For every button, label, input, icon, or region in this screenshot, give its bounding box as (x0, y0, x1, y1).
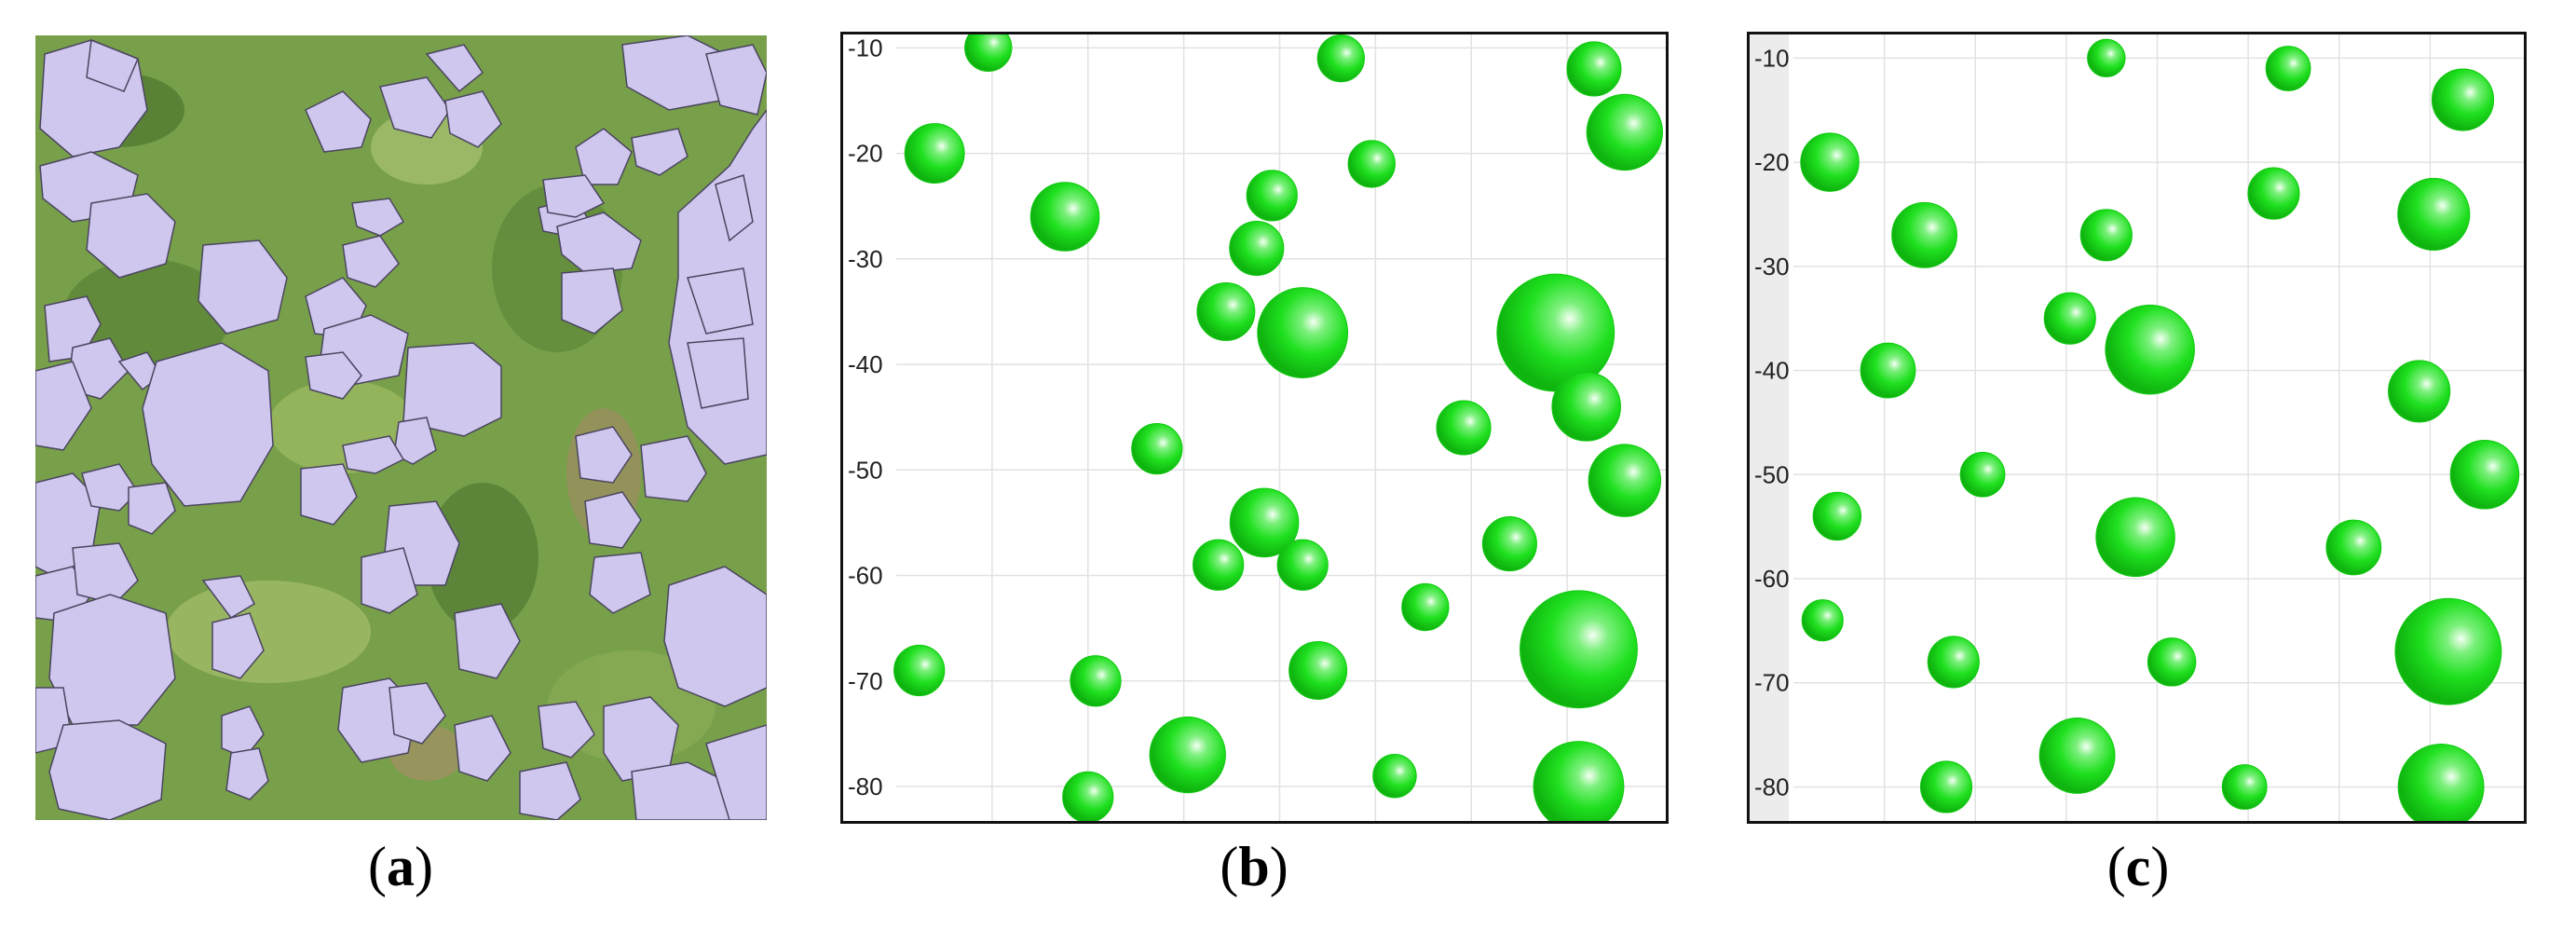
plot-background (1747, 32, 2527, 824)
axis-strip (1747, 32, 1789, 824)
crown-sphere (1801, 599, 1844, 642)
y-tick-label: -30 (1754, 253, 1790, 280)
crown-sphere (2038, 718, 2116, 794)
y-tick-label: -40 (1754, 357, 1790, 385)
crown-sphere (2397, 744, 2485, 824)
crown-sphere (2325, 519, 2382, 576)
sphere-series (893, 32, 1664, 824)
crown-sphere (1586, 93, 1664, 171)
crown-sphere (2397, 177, 2471, 252)
crown-sphere (1551, 372, 1621, 442)
crown-sphere (1246, 170, 1298, 222)
crown-sphere (1257, 287, 1349, 378)
y-tick-label: -10 (848, 34, 883, 62)
crown-sphere (2431, 68, 2495, 131)
y-tick-label: -70 (848, 667, 883, 695)
crown-sphere (1316, 34, 1366, 83)
y-tick-label: -60 (848, 562, 883, 590)
crown-sphere (1229, 487, 1300, 558)
crown-sphere (1062, 771, 1114, 823)
crown-sphere (2147, 637, 2197, 687)
y-tick-label: -30 (848, 245, 883, 273)
caption-a: (a) (368, 836, 433, 897)
plot-frame (1747, 32, 2527, 824)
crown-sphere (964, 32, 1013, 72)
y-tick-label: -80 (848, 773, 883, 800)
crown-sphere (1566, 41, 1622, 97)
y-tick-label: -10 (1754, 44, 1790, 72)
crown-sphere (2095, 497, 2175, 578)
crown-sphere (1812, 491, 1862, 541)
crown-sphere (1131, 423, 1183, 475)
crown-sphere (2265, 46, 2311, 91)
y-tick-label: -60 (1754, 565, 1790, 593)
crown-sphere (2388, 360, 2451, 423)
tree-crown-polygons (35, 35, 767, 820)
y-tick-label: -50 (1754, 460, 1790, 488)
crown-sphere (1588, 444, 1662, 517)
y-tick-label: -40 (848, 350, 883, 378)
crown-sphere (1860, 342, 1916, 399)
sphere-fit-plot-b: -10 -20 -30 -40 -50 -60 -70 -80 (840, 32, 1669, 824)
crown-sphere (2079, 209, 2133, 262)
crown-sphere (2043, 292, 2096, 345)
crown-sphere (1029, 182, 1100, 252)
crown-sphere (1276, 539, 1329, 591)
crown-sphere (1070, 655, 1122, 707)
plot-background (840, 32, 1669, 824)
y-tick-label: -80 (1754, 773, 1790, 800)
caption-c: (c) (2106, 836, 2170, 897)
crown-sphere (1193, 539, 1245, 591)
y-tick-label: -20 (1754, 148, 1790, 176)
crown-sphere (1533, 741, 1625, 824)
crown-segmentation-panel (35, 35, 767, 820)
crown-sphere (1372, 753, 1417, 799)
crown-sphere (1288, 640, 1348, 700)
crown-sphere (1436, 400, 1492, 456)
crown-sphere (1520, 590, 1638, 709)
sphere-series (1800, 38, 2520, 824)
crown-sphere (2087, 38, 2126, 78)
plot-frame (840, 32, 1669, 824)
crown-sphere (1481, 516, 1537, 572)
crown-sphere (2105, 304, 2195, 395)
crown-sphere (2247, 167, 2300, 220)
crown-sphere (1149, 716, 1226, 794)
y-tick-label: -50 (848, 456, 883, 484)
crown-sphere (1196, 281, 1256, 341)
crown-sphere (1800, 132, 1860, 192)
y-tick-labels: -10 -20 -30 -40 -50 -60 -70 -80 (848, 34, 883, 800)
y-tick-label: -20 (848, 140, 883, 168)
caption-b: (b) (1220, 836, 1288, 897)
crown-sphere (2394, 597, 2502, 705)
crown-sphere (2221, 764, 2268, 810)
sphere-fit-plot-c: -10 -20 -30 -40 -50 -60 -70 -80 (1747, 32, 2527, 824)
crown-sphere (1959, 451, 2006, 498)
crown-sphere (1927, 636, 1980, 689)
y-tick-label: -70 (1754, 669, 1790, 697)
crown-sphere (1347, 140, 1396, 188)
crown-sphere (1919, 760, 1973, 814)
crown-sphere (904, 123, 965, 185)
crown-sphere (2449, 440, 2520, 510)
crown-sphere (1891, 201, 1957, 268)
y-tick-labels: -10 -20 -30 -40 -50 -60 -70 -80 (1754, 44, 1790, 800)
crown-sphere (1229, 220, 1285, 277)
crown-sphere (893, 644, 946, 697)
crown-sphere (1401, 582, 1450, 632)
